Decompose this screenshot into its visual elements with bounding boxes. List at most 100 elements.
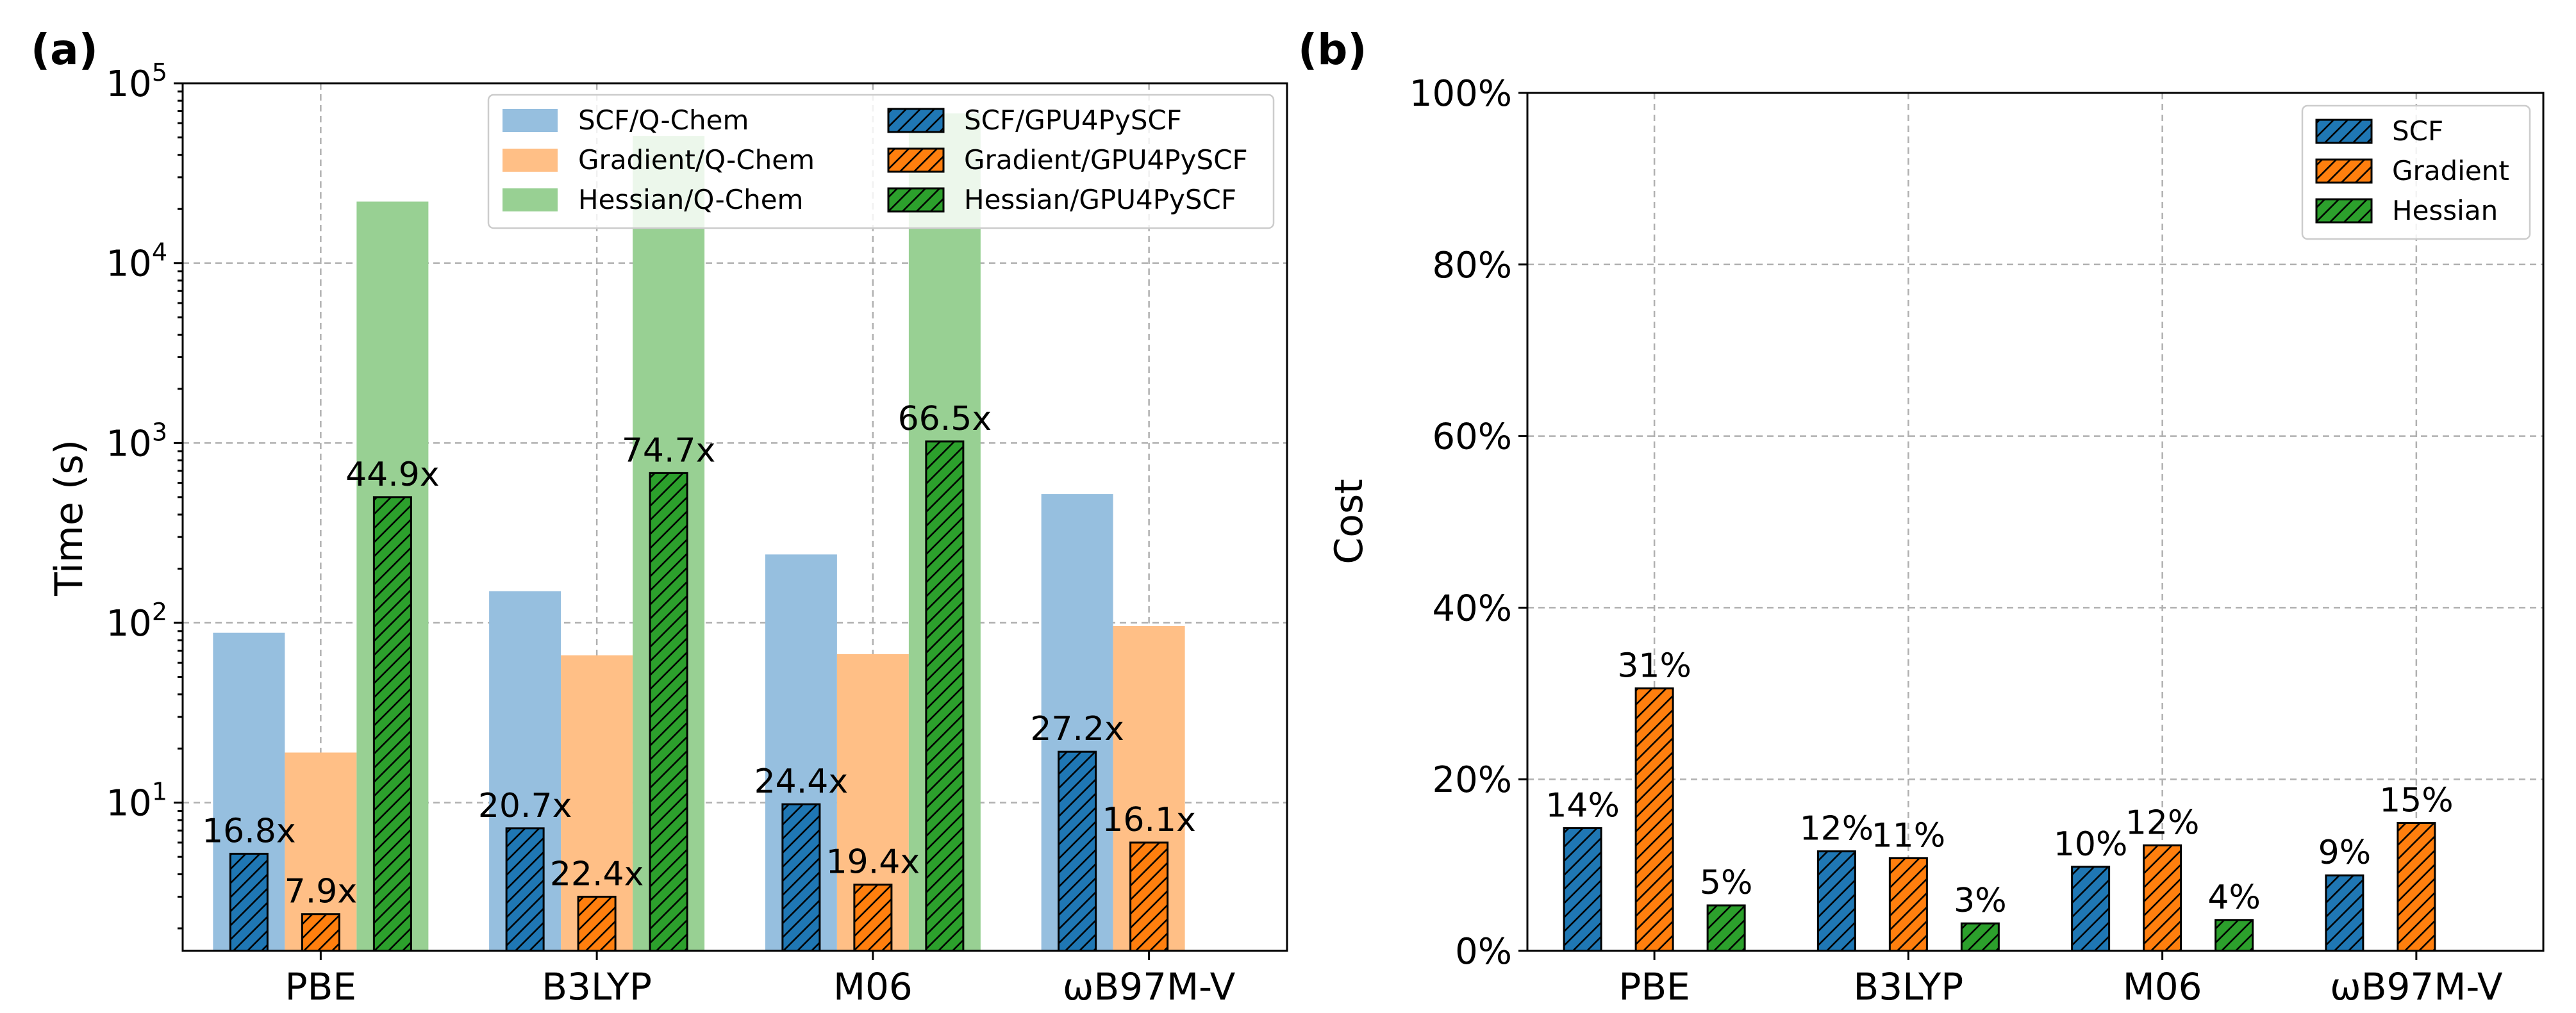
panel-a-legend-label: Gradient/Q-Chem [578, 144, 815, 176]
panel-a-legend-swatch-gradient-gpu4pyscf [887, 147, 945, 173]
panel-a-bars [213, 113, 1185, 952]
panel-a-bar-scf-gpu4pyscf-hatch [506, 828, 544, 951]
panel-b-legend-swatch-scf-hatch [2316, 120, 2372, 143]
panel-b-legend-label: SCF [2392, 115, 2443, 147]
panel-a-bar-gradient-gpu4pyscf-hatch [578, 896, 616, 951]
panel-a-speedup-labels: 16.8x 7.9x 44.9x 20.7x 22.4x 74.7x 24.4x 19.4x 6… [202, 400, 1196, 911]
panel-a-speedup-label: 16.8x [202, 812, 296, 850]
panel-a-legend-label: Hessian/Q-Chem [578, 184, 803, 215]
panel-a-axes-frame [181, 82, 1288, 952]
panel-b-bar-hessian [1706, 904, 1746, 952]
panel-a-speedup-label: 16.1x [1102, 801, 1196, 839]
panel-a-speedup-label: 19.4x [826, 843, 920, 882]
panel-b-value-label: 12% [1800, 810, 1874, 848]
panel-b-legend-swatch-hessian-edge [2315, 198, 2373, 224]
panel-a-bar-hessian-gpu4pyscf-hatch [650, 473, 688, 951]
panel-b-x-tick-label: ωB97M-V [2330, 965, 2503, 1009]
panel-b-y-tick-label: 40% [1433, 588, 1512, 629]
panel-b-bar-gradient [1888, 857, 1928, 952]
panel-a-x-tick-label: B3LYP [542, 965, 652, 1009]
panel-b-y-tick-label: 20% [1433, 759, 1512, 801]
panel-b-legend: SCF Gradient Hessian [2301, 104, 2531, 240]
panel-b-value-label: 5% [1700, 864, 1753, 902]
panel-a-y-ticks: 101 102 103 104 105 [106, 58, 183, 930]
panel-b-x-ticks: PBE B3LYP M06 ωB97M-V [1618, 951, 2503, 1009]
panel-a-y-axis-label: Time (s) [47, 440, 92, 597]
panel-a-bar-scf-gpu4pyscf [505, 827, 545, 952]
panel-a-legend-swatch-hessian-q-chem [503, 188, 558, 211]
panel-a-label: (a) [31, 25, 98, 74]
panel-b-bar-hessian-hatch [1708, 905, 1745, 951]
panel-a-speedup-label: 24.4x [754, 762, 849, 801]
panel-b-legend-swatch-hessian [2315, 198, 2373, 224]
panel-a-legend-swatch-hessian-gpu4pyscf-hatch [888, 188, 943, 211]
panel-b-legend-label: Gradient [2392, 155, 2509, 186]
panel-a-y-tick-label: 102 [106, 598, 167, 645]
panel-a-legend-swatch-scf-gpu4pyscf [887, 108, 945, 133]
panel-b-value-label: 9% [2318, 834, 2372, 872]
panel-a-speedup-label: 66.5x [898, 400, 992, 438]
panel-a-legend: SCF/Q-Chem Gradient/Q-Chem Hessian/Q-Chem S… [487, 94, 1275, 229]
panel-b-value-label: 3% [1954, 882, 2007, 920]
panel-b-bar-gradient [1634, 687, 1674, 952]
panel-a-bar-scf-gpu4pyscf [1058, 750, 1097, 952]
panel-a-legend-swatch-scf-gpu4pyscf-edge [887, 108, 945, 133]
panel-b-legend-swatch-gradient [2315, 158, 2373, 184]
panel-b-bar-scf-hatch [1564, 828, 1602, 951]
panel-b-y-axis-label: Cost [1327, 479, 1372, 564]
panel-b-bar-hessian-hatch [2215, 919, 2253, 951]
panel-a-bar-scf-gpu4pyscf-hatch [1058, 752, 1096, 951]
panel-b-legend-swatch-gradient-hatch [2316, 160, 2372, 183]
panel-b-value-label: 11% [1872, 816, 1946, 855]
panel-a-speedup-label: 20.7x [478, 787, 572, 825]
panel-b-value-labels: 14%31%5%12%11%3%10%12%4%9%15% [1545, 647, 2453, 920]
panel-b-y-tick-label: 80% [1433, 245, 1512, 286]
panel-a-bar-hessian-gpu4pyscf-hatch [926, 441, 963, 951]
panel-a-speedup-label: 22.4x [550, 855, 644, 894]
panel-b-bars [1563, 687, 2436, 952]
panel-a: (a) 16.8x 7.9x 44.9x 20.7x 22.4x 74.7x 24.4x 19… [31, 25, 1288, 1009]
panel-a-bar-hessian-gpu4pyscf-hatch [374, 497, 411, 951]
panel-a-bar-scf-gpu4pyscf [229, 852, 269, 952]
panel-a-x-ticks: PBE B3LYP M06 ωB97M-V [285, 951, 1236, 1009]
panel-a-bar-gradient-gpu4pyscf [1129, 841, 1169, 952]
panel-b-bar-scf [1816, 850, 1856, 952]
panel-a-bar-gradient-gpu4pyscf [577, 896, 617, 952]
panel-a-bar-gradient-gpu4pyscf [853, 884, 893, 952]
panel-b-x-tick-label: PBE [1618, 965, 1690, 1009]
panel-b: (b) 14%31%5%12%11%3%10%12%4%9%15% 0%20%4… [1298, 25, 2545, 1009]
panel-a-speedup-label: 7.9x [285, 873, 357, 911]
panel-a-y-tick-label: 101 [106, 778, 167, 825]
panel-b-bar-gradient [2397, 821, 2436, 952]
panel-a-bar-gradient-gpu4pyscf-hatch [302, 914, 340, 951]
panel-a-x-tick-label: ωB97M-V [1063, 965, 1236, 1009]
panel-b-value-label: 15% [2379, 781, 2454, 819]
panel-b-value-label: 14% [1545, 787, 1620, 825]
panel-b-value-label: 10% [2054, 825, 2128, 864]
panel-b-y-tick-label: 0% [1455, 931, 1512, 973]
panel-a-y-tick-label: 105 [106, 58, 167, 105]
panel-a-bar-hessian-gpu4pyscf [925, 440, 965, 952]
panel-a-legend-box [487, 94, 1275, 229]
panel-b-y-tick-label: 100% [1409, 73, 1512, 115]
panel-b-y-ticks: 0% 20% 40% 60% 80% 100% [1409, 73, 1527, 973]
panel-b-bar-hessian [1960, 922, 2000, 952]
panel-a-legend-label: Hessian/GPU4PySCF [964, 184, 1236, 215]
panel-a-legend-swatch-hessian-gpu4pyscf-edge [887, 187, 945, 213]
panel-b-legend-swatch-gradient-edge [2315, 158, 2373, 184]
panel-a-bar-hessian-gpu4pyscf [372, 496, 412, 952]
panel-a-legend-swatch-scf-q-chem [503, 109, 558, 132]
panel-a-legend-swatch-gradient-q-chem [503, 149, 558, 172]
panel-b-label: (b) [1298, 25, 1367, 74]
panel-a-bar-gradient-gpu4pyscf [301, 913, 340, 952]
panel-a-speedup-label: 44.9x [345, 456, 440, 494]
panel-a-x-tick-label: M06 [833, 965, 913, 1009]
panel-b-bar-scf [2071, 866, 2111, 952]
panel-a-legend-swatch-gradient-gpu4pyscf-hatch [888, 149, 943, 172]
panel-a-legend-swatch-scf-gpu4pyscf-hatch [888, 109, 943, 132]
panel-b-bar-gradient-hatch [1636, 688, 1674, 951]
panel-b-legend-swatch-scf-edge [2315, 119, 2373, 144]
panel-b-bar-scf-hatch [2072, 866, 2109, 951]
panel-b-legend-swatch-scf [2315, 119, 2373, 144]
